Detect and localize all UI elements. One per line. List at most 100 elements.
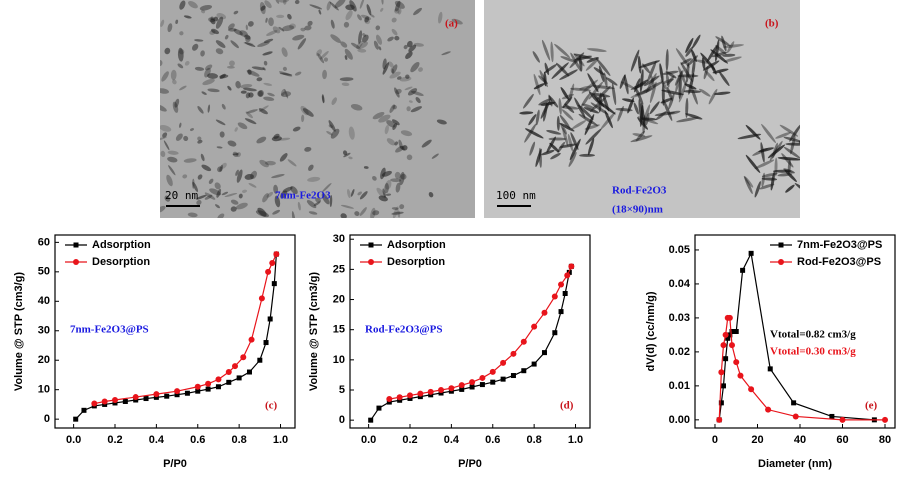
y-tick-label: 30	[333, 233, 345, 245]
legend-label: Adsorption	[387, 239, 446, 251]
x-tick-label: 40	[794, 434, 806, 446]
legend-marker	[778, 259, 784, 265]
data-point	[81, 408, 86, 413]
texture	[801, 160, 813, 171]
y-tick-label: 5	[339, 384, 345, 396]
x-tick-label: 0.6	[190, 434, 205, 446]
data-point	[448, 385, 454, 391]
data-point	[237, 375, 242, 380]
image-caption: Rod-Fe2O3	[612, 185, 667, 197]
annotation: Vtotal=0.82 cm3/g	[770, 329, 856, 341]
data-point	[791, 400, 796, 405]
x-tick-label: 0.0	[66, 434, 81, 446]
panel-label: (e)	[865, 400, 878, 412]
x-tick-label: 0.4	[149, 434, 165, 446]
data-point	[397, 394, 403, 400]
data-point	[510, 351, 516, 357]
data-point	[247, 370, 252, 375]
data-point	[532, 362, 537, 367]
y-tick-label: 20	[38, 354, 50, 366]
data-point	[206, 387, 211, 392]
data-point	[479, 375, 485, 381]
y-tick-label: 0.03	[669, 312, 690, 324]
data-point	[265, 269, 271, 275]
data-point	[793, 413, 799, 419]
legend-marker	[369, 243, 374, 248]
data-point	[205, 381, 211, 387]
data-point	[133, 394, 139, 400]
data-point	[470, 384, 475, 389]
data-point	[563, 291, 568, 296]
data-point	[564, 272, 570, 278]
data-point	[727, 315, 733, 321]
y-tick-label: 25	[333, 263, 345, 275]
texture	[802, 144, 817, 162]
legend-marker	[74, 243, 79, 248]
legend-label: Desorption	[387, 256, 445, 268]
data-point	[559, 309, 564, 314]
data-point	[568, 263, 574, 269]
data-point	[459, 382, 465, 388]
data-point	[521, 368, 526, 373]
figure: (a) 20 nm 7nm-Fe2O3 (b) 100 nm Rod-Fe2O3…	[0, 0, 905, 483]
data-point	[511, 373, 516, 378]
x-tick-label: 80	[879, 434, 891, 446]
panel-label: (c)	[265, 400, 278, 412]
data-point	[249, 337, 255, 343]
x-tick-label: 0.8	[231, 434, 246, 446]
sample-label: Rod-Fe2O3@PS	[365, 324, 442, 336]
data-point	[185, 391, 190, 396]
y-tick-label: 40	[38, 295, 50, 307]
data-point	[768, 366, 773, 371]
data-point	[428, 389, 434, 395]
data-point	[144, 396, 149, 401]
data-point	[386, 396, 392, 402]
x-tick-label: 0.4	[444, 434, 460, 446]
x-tick-label: 0.2	[107, 434, 122, 446]
data-point	[232, 363, 238, 369]
tem-image-a	[160, 0, 475, 218]
data-point	[195, 384, 201, 390]
data-point	[153, 391, 159, 397]
data-point	[73, 417, 78, 422]
scale-text: 20 nm	[165, 189, 198, 202]
data-point	[718, 369, 724, 375]
data-point	[272, 281, 277, 286]
data-point	[164, 394, 169, 399]
image-subcaption: (18×90)nm	[612, 204, 663, 216]
y-tick-label: 20	[333, 293, 345, 305]
x-tick-label: 1.0	[568, 434, 583, 446]
legend-marker	[368, 259, 374, 265]
y-tick-label: 0.00	[669, 414, 690, 426]
sample-label: 7nm-Fe2O3@PS	[70, 324, 149, 336]
data-point	[720, 342, 726, 348]
y-tick-label: 60	[38, 236, 50, 248]
data-point	[723, 356, 728, 361]
data-point	[490, 380, 495, 385]
data-point	[226, 380, 231, 385]
y-tick-label: 10	[38, 384, 50, 396]
x-tick-label: 60	[836, 434, 848, 446]
data-point	[174, 388, 180, 394]
y-tick-label: 0.02	[669, 346, 690, 358]
data-point	[269, 260, 275, 266]
data-point	[257, 358, 262, 363]
data-point	[112, 397, 118, 403]
legend-label: Rod-Fe2O3@PS	[797, 256, 881, 268]
data-point	[490, 369, 496, 375]
x-tick-label: 1.0	[273, 434, 288, 446]
y-tick-label: 50	[38, 266, 50, 278]
y-tick-label: 10	[333, 354, 345, 366]
data-point	[723, 332, 729, 338]
data-point	[558, 281, 564, 287]
data-point	[268, 316, 273, 321]
data-point	[123, 399, 128, 404]
data-point	[216, 384, 221, 389]
y-axis-title: Volume @ STP (cm3/g)	[13, 272, 25, 391]
data-point	[91, 401, 97, 407]
x-tick-label: 0	[712, 434, 718, 446]
x-axis-title: P/P0	[458, 458, 482, 470]
data-point	[541, 310, 547, 316]
image-caption: 7nm-Fe2O3	[275, 190, 331, 202]
scale-text: 100 nm	[496, 189, 536, 202]
